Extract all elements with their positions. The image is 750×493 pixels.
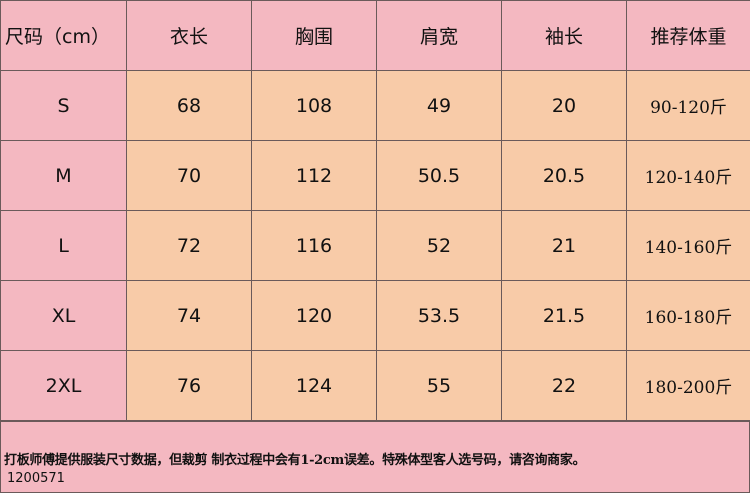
cell-shoulder: 52 [376, 210, 502, 281]
header-length: 衣长 [126, 0, 252, 71]
table-row: M 70 112 50.5 20.5 120-140斤 [0, 140, 750, 211]
cell-sleeve: 21.5 [501, 280, 627, 351]
cell-weight: 90-120斤 [626, 70, 750, 141]
table-row: XL 74 120 53.5 21.5 160-180斤 [0, 280, 750, 351]
table-row: L 72 116 52 21 140-160斤 [0, 210, 750, 281]
cell-chest: 116 [251, 210, 377, 281]
cell-weight: 120-140斤 [626, 140, 750, 211]
size-table: 尺码（cm） 衣长 胸围 肩宽 袖长 推荐体重 S 68 108 49 20 9… [0, 0, 750, 421]
header-shoulder: 肩宽 [376, 0, 502, 71]
measurement-disclaimer: 打板师傅提供服装尺寸数据，但裁剪 制衣过程中会有1-2cm误差。特殊体型客人选号… [4, 453, 586, 468]
table-row: 2XL 76 124 55 22 180-200斤 [0, 350, 750, 421]
cell-chest: 108 [251, 70, 377, 141]
product-code: 1200571 [7, 471, 65, 486]
cell-chest: 112 [251, 140, 377, 211]
cell-shoulder: 50.5 [376, 140, 502, 211]
header-row: 尺码（cm） 衣长 胸围 肩宽 袖长 推荐体重 [0, 0, 750, 71]
cell-chest: 120 [251, 280, 377, 351]
cell-size: S [0, 70, 127, 141]
cell-shoulder: 55 [376, 350, 502, 421]
cell-length: 72 [126, 210, 252, 281]
cell-length: 76 [126, 350, 252, 421]
cell-sleeve: 21 [501, 210, 627, 281]
cell-sleeve: 20 [501, 70, 627, 141]
header-size: 尺码（cm） [0, 0, 127, 71]
cell-length: 74 [126, 280, 252, 351]
cell-size: M [0, 140, 127, 211]
cell-weight: 140-160斤 [626, 210, 750, 281]
header-weight: 推荐体重 [626, 0, 750, 71]
cell-sleeve: 20.5 [501, 140, 627, 211]
cell-weight: 180-200斤 [626, 350, 750, 421]
footer-note-box: 打板师傅提供服装尺寸数据，但裁剪 制衣过程中会有1-2cm误差。特殊体型客人选号… [0, 421, 750, 493]
header-sleeve: 袖长 [501, 0, 627, 71]
cell-size: XL [0, 280, 127, 351]
cell-length: 70 [126, 140, 252, 211]
cell-size: 2XL [0, 350, 127, 421]
cell-chest: 124 [251, 350, 377, 421]
cell-weight: 160-180斤 [626, 280, 750, 351]
cell-length: 68 [126, 70, 252, 141]
cell-size: L [0, 210, 127, 281]
cell-shoulder: 49 [376, 70, 502, 141]
header-chest: 胸围 [251, 0, 377, 71]
table-row: S 68 108 49 20 90-120斤 [0, 70, 750, 141]
cell-shoulder: 53.5 [376, 280, 502, 351]
cell-sleeve: 22 [501, 350, 627, 421]
